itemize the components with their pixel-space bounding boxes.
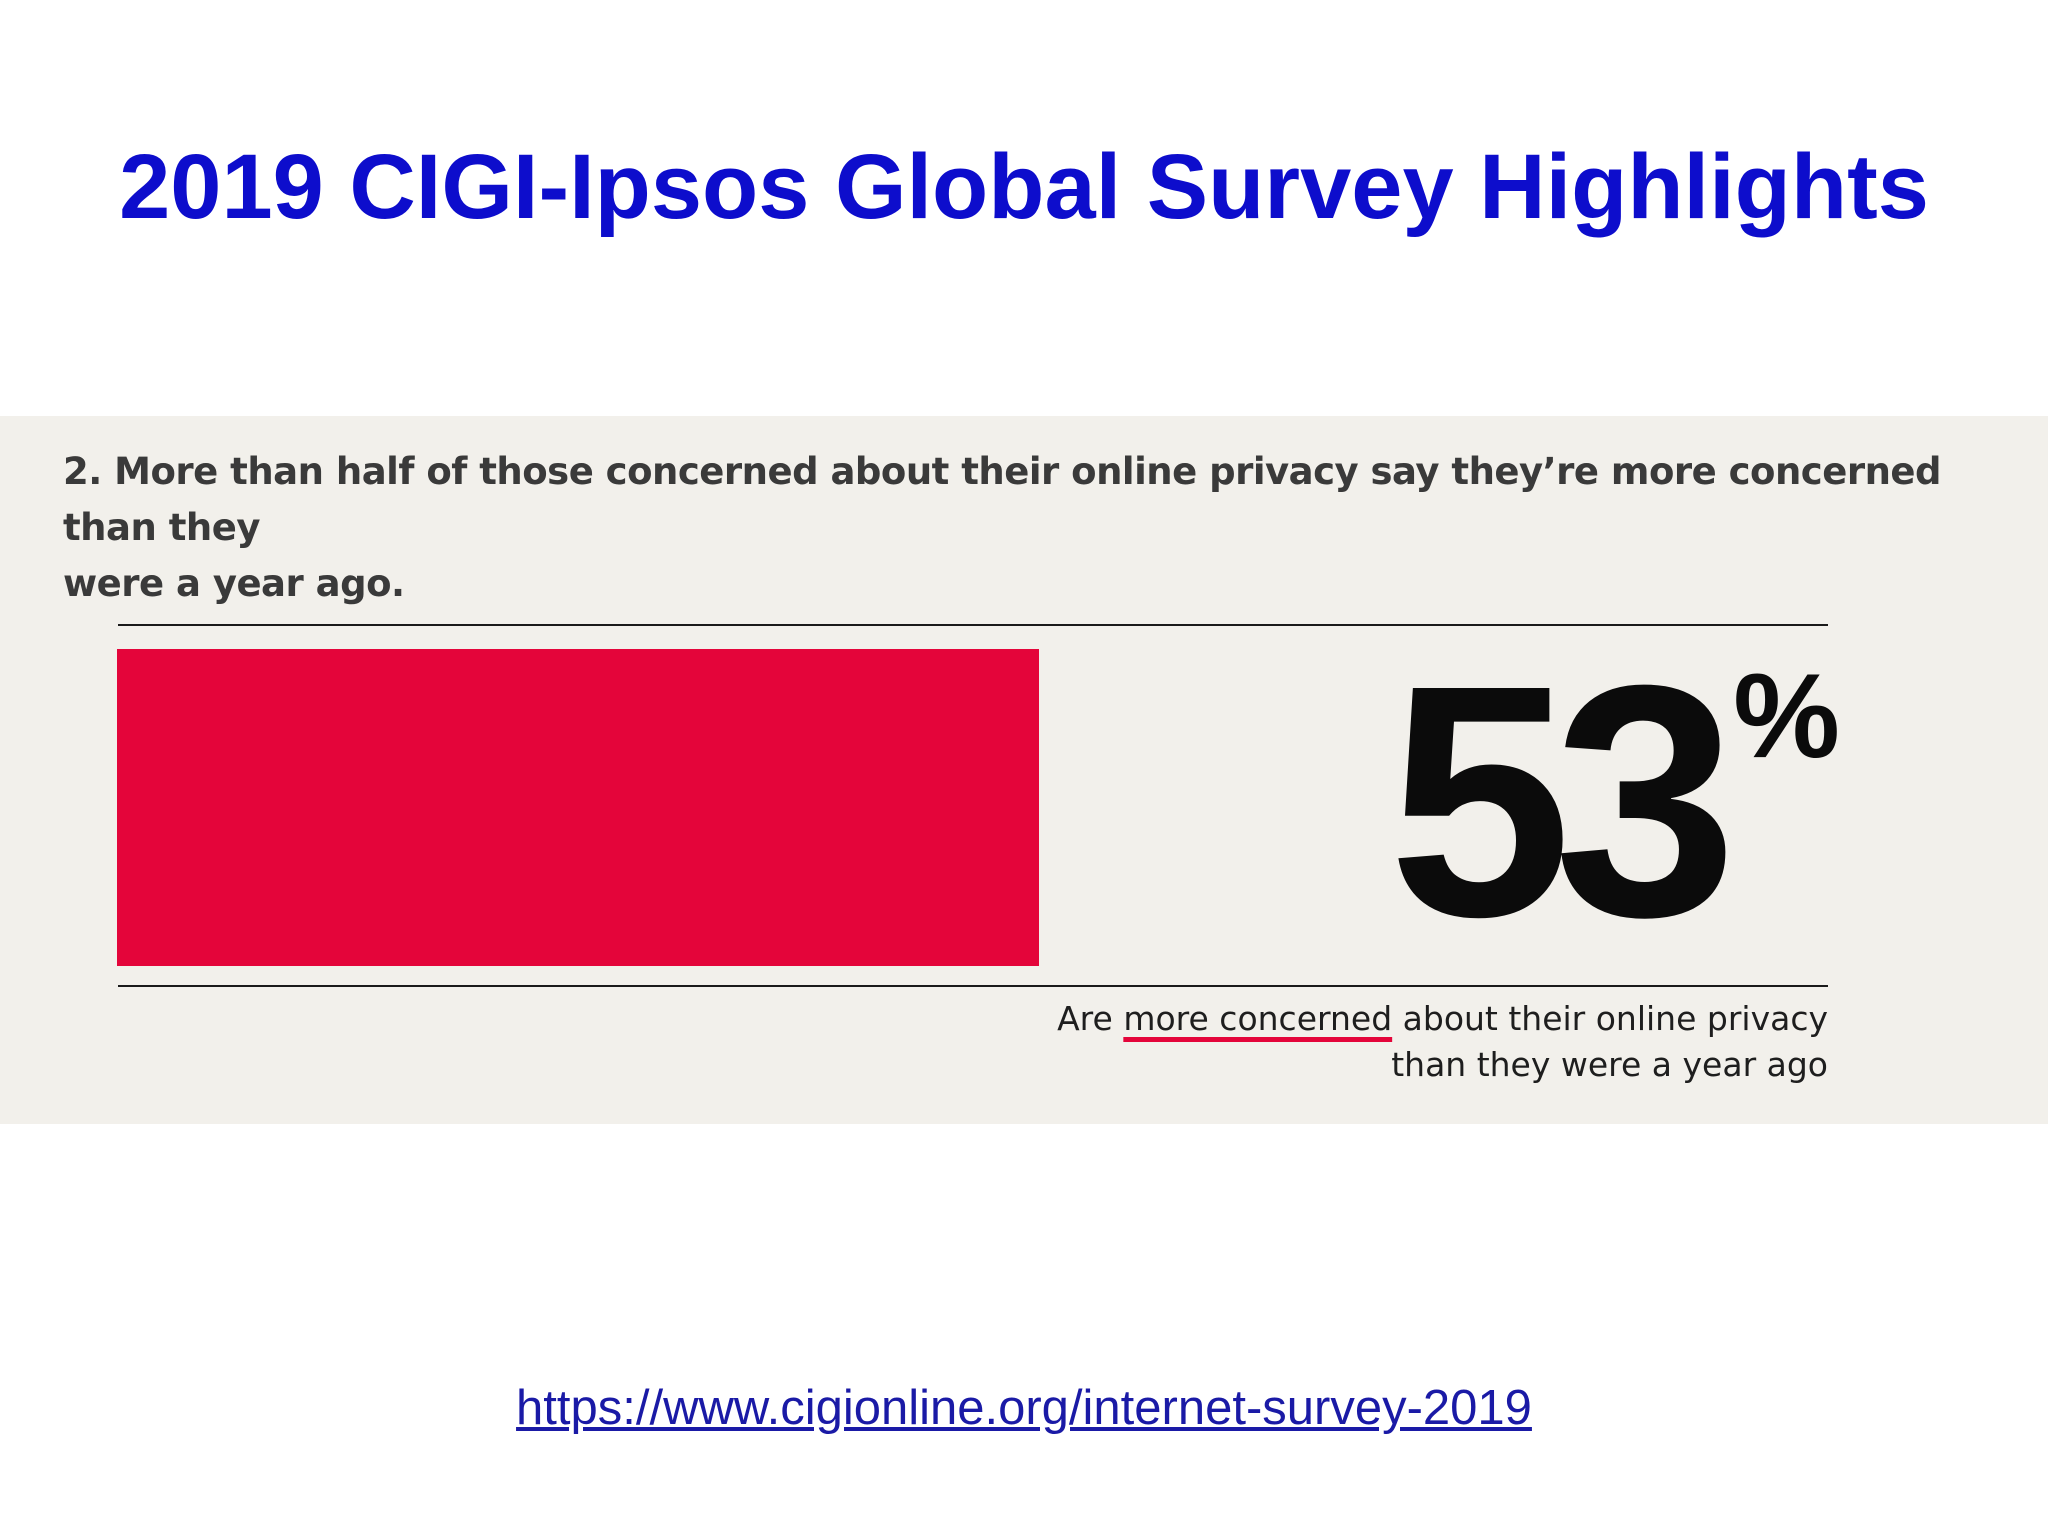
stat-caption: Are more concerned about their online pr…: [1057, 996, 1828, 1088]
percentage-value: 53: [1388, 616, 1737, 985]
headline-line-2: were a year ago.: [63, 562, 405, 605]
percentage-bar-track: [117, 649, 1857, 966]
caption-part-1: Are: [1057, 999, 1124, 1038]
infographic-panel: 2. More than half of those concerned abo…: [0, 416, 2048, 1124]
percentage-bar-fill: [117, 649, 1040, 966]
big-percentage: 53%: [1300, 636, 1840, 966]
caption-part-2: about their online privacy: [1392, 999, 1828, 1038]
slide-title: 2019 CIGI-Ipsos Global Survey Highlights: [119, 136, 1929, 238]
caption-highlight: more concerned: [1123, 999, 1393, 1038]
source-link[interactable]: https://www.cigionline.org/internet-surv…: [516, 1381, 1532, 1435]
top-divider: [118, 624, 1828, 626]
bottom-divider: [118, 985, 1828, 987]
headline-line-1: 2. More than half of those concerned abo…: [63, 450, 1942, 549]
infographic-headline: 2. More than half of those concerned abo…: [63, 444, 2023, 612]
caption-line-2: than they were a year ago: [1391, 1045, 1828, 1084]
percent-sign: %: [1733, 649, 1840, 783]
caption-line-1: Are more concerned about their online pr…: [1057, 996, 1828, 1042]
